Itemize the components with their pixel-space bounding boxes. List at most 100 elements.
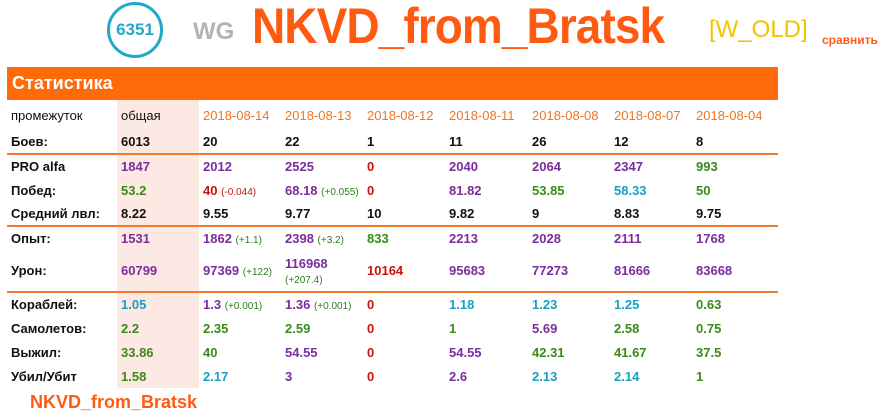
stat-cell: 0: [363, 316, 445, 340]
stat-value: 2040: [449, 159, 478, 174]
stat-cell: 9.82: [445, 202, 528, 226]
stat-value: 1531: [121, 231, 150, 246]
row-label: Боев:: [7, 130, 117, 154]
rating-badge: 6351: [107, 2, 163, 58]
stat-value: 2.17: [203, 368, 229, 384]
stat-cell: 26: [528, 130, 610, 154]
stat-value: 10164: [367, 263, 404, 278]
stat-delta: (+0.001): [224, 301, 263, 312]
stat-value: 22: [285, 134, 300, 149]
stat-cell: 0: [363, 178, 445, 202]
stat-value: 60799: [121, 263, 158, 278]
stat-cell: 53.2: [117, 178, 199, 202]
stat-delta: (+207.4): [285, 274, 323, 286]
stat-value: 11: [449, 134, 463, 149]
stat-cell: 116968 (+207.4): [281, 250, 363, 292]
stat-cell: 2.6: [445, 364, 528, 388]
stat-cell: 2064: [528, 153, 610, 178]
table-row: Средний лвл: 8.22 9.55 9.77 10 9.82 9 8.83 9.75: [7, 202, 778, 226]
clan-tag-link[interactable]: [W_OLD]: [709, 16, 808, 43]
period-header[interactable]: 2018-08-12: [367, 107, 434, 123]
stat-cell: 58.33: [610, 178, 692, 202]
stat-value: 2.58: [614, 320, 640, 336]
stat-cell: 1531: [117, 225, 199, 250]
period-header[interactable]: 2018-08-14: [203, 107, 270, 123]
stat-value: 53.85: [532, 182, 565, 198]
stat-cell: 53.85: [528, 178, 610, 202]
stat-cell: 0: [363, 291, 445, 316]
stat-delta: (-0.044): [221, 186, 257, 198]
stat-value: 2525: [285, 159, 314, 174]
stat-cell: 20: [199, 130, 281, 154]
stat-value: 8.22: [121, 206, 147, 221]
stat-cell: 95683: [445, 250, 528, 292]
stat-value: 2.35: [203, 320, 229, 336]
stat-value: 58.33: [614, 182, 647, 198]
stat-value: 1.05: [121, 297, 147, 312]
stat-value: 1: [449, 320, 457, 336]
stat-cell: 81.82: [445, 178, 528, 202]
stat-cell: 2.17: [199, 364, 281, 388]
row-label: Урон:: [7, 250, 117, 292]
stat-cell: 2398 (+3.2): [281, 225, 363, 250]
stat-cell: 42.31: [528, 340, 610, 364]
stat-value: 9.82: [449, 206, 475, 221]
stat-value: 1847: [121, 159, 150, 174]
stat-cell: 833: [363, 225, 445, 250]
stat-value: 0: [367, 368, 375, 384]
stat-value: 2.2: [121, 320, 140, 336]
stat-cell: 11: [445, 130, 528, 154]
stat-value: 81666: [614, 263, 651, 278]
stats-header-row: промежуток общая 2018-08-14 2018-08-13 2…: [7, 100, 778, 130]
stat-cell: 83668: [692, 250, 778, 292]
player-nickname: NKVD_from_Bratsk: [252, 0, 665, 54]
table-row: Боев: 6013 20 22 1 11 26 12 8: [7, 130, 778, 154]
stat-value: 1.18: [449, 297, 475, 312]
stats-table: промежуток общая 2018-08-14 2018-08-13 2…: [7, 100, 778, 388]
stat-value: 0: [367, 320, 375, 336]
stat-value: 9.75: [696, 206, 722, 221]
stat-value: 2347: [614, 159, 643, 174]
stat-value: 993: [696, 159, 718, 174]
stat-delta: (+0.055): [321, 186, 359, 198]
period-header[interactable]: 2018-08-11: [449, 107, 515, 123]
stat-cell: 2012: [199, 153, 281, 178]
stat-value: 2.6: [449, 368, 468, 384]
table-row: Выжил: 33.86 40 54.55 0 54.55 42.31 41.67 37.5: [7, 340, 778, 364]
row-label: Самолетов:: [7, 316, 117, 340]
stat-value: 1.58: [121, 368, 147, 384]
stat-cell: 0: [363, 364, 445, 388]
stat-cell: 37.5: [692, 340, 778, 364]
period-header[interactable]: 2018-08-08: [532, 107, 599, 123]
stat-delta: (+0.001): [313, 301, 352, 312]
stat-delta: (+1.1): [235, 235, 262, 246]
compare-link[interactable]: сравнить: [822, 33, 878, 47]
table-row: Самолетов: 2.2 2.35 2.59 0 1 5.69 2.58 0.75: [7, 316, 778, 340]
stat-value: 68.18: [285, 182, 318, 198]
stat-value: 95683: [449, 263, 486, 278]
stat-cell: 2525: [281, 153, 363, 178]
stat-value: 1.36: [285, 297, 311, 312]
stat-cell: 9: [528, 202, 610, 226]
stat-value: 2.59: [285, 320, 311, 336]
period-header[interactable]: 2018-08-04: [696, 107, 763, 123]
period-header[interactable]: 2018-08-13: [285, 107, 352, 123]
stat-value: 3: [285, 368, 293, 384]
clan-tag-label[interactable]: WG: [193, 18, 235, 45]
stat-cell: 8.83: [610, 202, 692, 226]
table-row: Побед: 53.2 40 (-0.044) 68.18 (+0.055) 0 81.8…: [7, 178, 778, 202]
stat-cell: 1.05: [117, 291, 199, 316]
stat-cell: 22: [281, 130, 363, 154]
period-header[interactable]: 2018-08-07: [614, 107, 681, 123]
stat-cell: 10: [363, 202, 445, 226]
stat-value: 1.25: [614, 297, 640, 312]
stat-value: 6013: [121, 134, 150, 149]
table-row: Убил/Убит 1.58 2.17 3 0 2.6 2.13 2.14 1: [7, 364, 778, 388]
stat-cell: 2111: [610, 225, 692, 250]
stat-value: 1.23: [532, 297, 558, 312]
stat-cell: 0.75: [692, 316, 778, 340]
stat-cell: 40: [199, 340, 281, 364]
row-label: Средний лвл:: [7, 202, 117, 226]
stat-value: 97369: [203, 263, 240, 278]
stat-value: 41.67: [614, 344, 647, 360]
